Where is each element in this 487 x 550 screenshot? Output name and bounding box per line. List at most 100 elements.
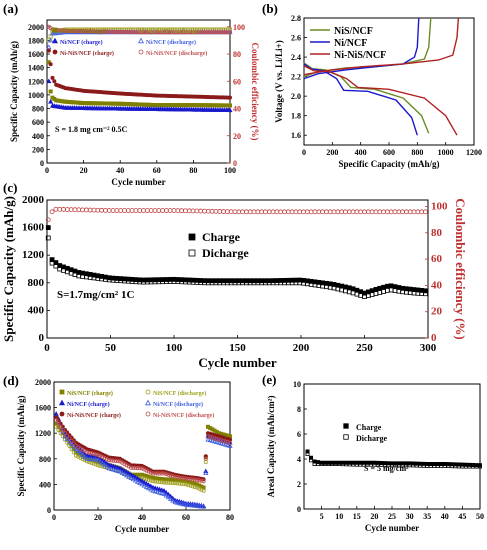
data-point bbox=[68, 207, 74, 213]
data-point bbox=[95, 273, 101, 279]
data-point bbox=[365, 209, 371, 215]
data-point bbox=[111, 458, 116, 463]
data-point bbox=[181, 476, 186, 481]
legend-label: Dicharge bbox=[202, 246, 249, 260]
y-tick-label: 2000 bbox=[22, 194, 45, 206]
data-point bbox=[161, 471, 166, 476]
data-point bbox=[350, 290, 356, 296]
data-point bbox=[381, 289, 386, 294]
data-point bbox=[388, 209, 394, 215]
y2-tick-label: 60 bbox=[431, 253, 443, 265]
annotation: S = 1.8 mg cm⁻² 0.5C bbox=[55, 125, 128, 134]
data-point bbox=[128, 475, 134, 480]
data-point bbox=[185, 502, 191, 507]
data-point bbox=[200, 30, 205, 35]
y2-tick-label: 100 bbox=[431, 201, 448, 213]
data-point bbox=[243, 209, 249, 215]
data-point bbox=[85, 459, 90, 464]
data-point bbox=[194, 477, 199, 482]
data-point bbox=[83, 207, 89, 213]
data-point bbox=[247, 209, 253, 215]
data-point bbox=[48, 89, 53, 94]
data-point bbox=[80, 207, 85, 213]
x-tick-label: 400 bbox=[355, 148, 367, 157]
data-point bbox=[335, 209, 341, 215]
data-point bbox=[137, 208, 143, 213]
data-point bbox=[96, 463, 101, 468]
data-point bbox=[227, 107, 233, 113]
data-point bbox=[218, 30, 223, 35]
data-point bbox=[143, 30, 148, 35]
data-point bbox=[121, 471, 127, 477]
data-point bbox=[131, 30, 136, 35]
data-point bbox=[407, 209, 413, 215]
y-tick-label: 800 bbox=[39, 455, 51, 464]
data-point bbox=[187, 30, 192, 35]
data-point bbox=[346, 285, 352, 291]
plot-frame bbox=[303, 383, 481, 510]
data-point bbox=[92, 29, 97, 34]
data-point bbox=[227, 30, 232, 35]
data-point bbox=[116, 29, 121, 34]
x-tick-label: 600 bbox=[383, 148, 395, 157]
panel-label: (c) bbox=[3, 180, 17, 195]
legend-label: Ni/NCF (discharge) bbox=[153, 401, 203, 408]
data-point bbox=[282, 277, 287, 283]
plot-frame bbox=[46, 199, 429, 339]
x-tick-label: 20 bbox=[80, 166, 88, 175]
data-point bbox=[186, 483, 191, 488]
data-point bbox=[63, 28, 68, 33]
y-tick-label: 1600 bbox=[35, 404, 51, 413]
data-point bbox=[144, 208, 150, 213]
data-point bbox=[312, 209, 318, 215]
y-tick-label: 0 bbox=[39, 332, 45, 344]
y-tick-label: 2000 bbox=[35, 378, 51, 387]
data-point bbox=[145, 389, 151, 395]
y-tick-label: 2.2 bbox=[291, 73, 301, 82]
data-point bbox=[138, 27, 144, 33]
y-tick-label: 0 bbox=[40, 159, 44, 168]
data-point bbox=[350, 286, 356, 292]
x-tick-label: 50 bbox=[476, 512, 484, 521]
data-point bbox=[150, 479, 155, 484]
data-point bbox=[58, 399, 66, 406]
data-point bbox=[202, 30, 207, 35]
y-tick-label: 2.6 bbox=[291, 34, 301, 43]
data-point bbox=[145, 30, 150, 35]
data-point bbox=[144, 399, 152, 406]
x-axis-label: Cycle number bbox=[365, 523, 419, 533]
data-point bbox=[197, 478, 202, 483]
data-point bbox=[89, 451, 94, 456]
data-point bbox=[131, 465, 136, 470]
y-tick-label: 4 bbox=[297, 455, 301, 464]
data-point bbox=[174, 30, 179, 35]
data-point bbox=[185, 30, 190, 35]
data-point bbox=[285, 209, 291, 215]
data-point bbox=[91, 461, 96, 466]
data-point bbox=[278, 209, 284, 215]
x-tick-label: 20 bbox=[94, 513, 102, 522]
data-point bbox=[141, 208, 146, 213]
data-point bbox=[113, 467, 119, 473]
data-point bbox=[190, 208, 196, 214]
legend-label: NiS/NCF (discharge) bbox=[153, 390, 206, 397]
data-point bbox=[218, 440, 224, 446]
data-point bbox=[123, 30, 128, 35]
x-tick-label: 60 bbox=[153, 166, 161, 175]
data-point bbox=[168, 496, 174, 501]
data-point bbox=[227, 27, 232, 32]
y2-tick-label: 0 bbox=[431, 332, 437, 344]
y-tick-label: 1.6 bbox=[291, 131, 301, 140]
data-point bbox=[207, 437, 213, 443]
data-point bbox=[208, 435, 213, 440]
x-axis-label: Cycle number bbox=[198, 355, 277, 370]
x-tick-label: 40 bbox=[138, 513, 146, 522]
data-point bbox=[209, 438, 215, 443]
data-point bbox=[52, 49, 58, 55]
data-point bbox=[377, 209, 383, 215]
data-point bbox=[396, 209, 402, 215]
series-nis-ncf-charge- bbox=[46, 60, 232, 108]
plot-frame bbox=[303, 17, 475, 146]
data-point bbox=[124, 472, 130, 478]
data-point bbox=[137, 466, 142, 471]
